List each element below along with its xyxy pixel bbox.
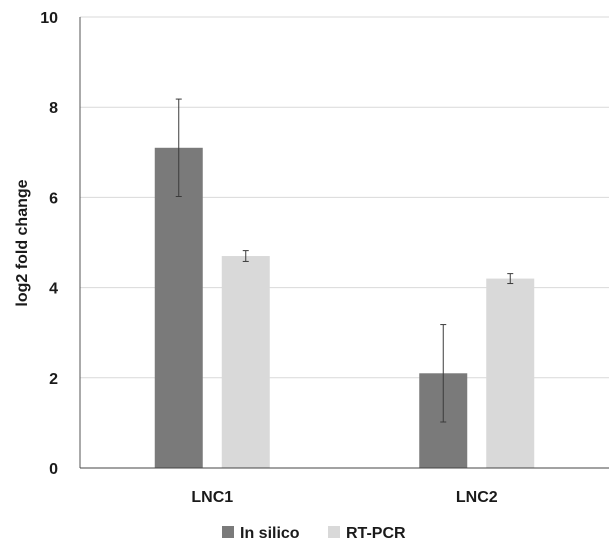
legend: In silico RT-PCR bbox=[222, 525, 406, 542]
bars bbox=[154, 147, 535, 469]
x-tick-labels: LNC1 LNC2 bbox=[191, 489, 497, 506]
legend-label: RT-PCR bbox=[346, 525, 406, 542]
y-tick-label: 6 bbox=[49, 190, 58, 207]
error-bars bbox=[175, 98, 514, 423]
y-tick-label: 4 bbox=[49, 281, 58, 298]
y-tick-label: 8 bbox=[49, 100, 58, 117]
x-tick-label: LNC1 bbox=[191, 489, 233, 506]
y-tick-label: 0 bbox=[49, 461, 58, 478]
y-tick-label: 10 bbox=[40, 10, 58, 27]
y-tick-labels: 0 2 4 6 8 10 bbox=[40, 10, 58, 478]
legend-swatch bbox=[222, 526, 234, 538]
x-tick-label: LNC2 bbox=[456, 489, 498, 506]
bar-in-silico-lnc1 bbox=[154, 147, 203, 469]
bar-rt-pcr-lnc2 bbox=[486, 278, 535, 468]
bar-rt-pcr-lnc1 bbox=[221, 256, 270, 468]
y-tick-label: 2 bbox=[49, 371, 58, 388]
y-axis-label: log2 fold change bbox=[14, 179, 31, 306]
legend-swatch bbox=[328, 526, 340, 538]
legend-label: In silico bbox=[240, 525, 300, 542]
